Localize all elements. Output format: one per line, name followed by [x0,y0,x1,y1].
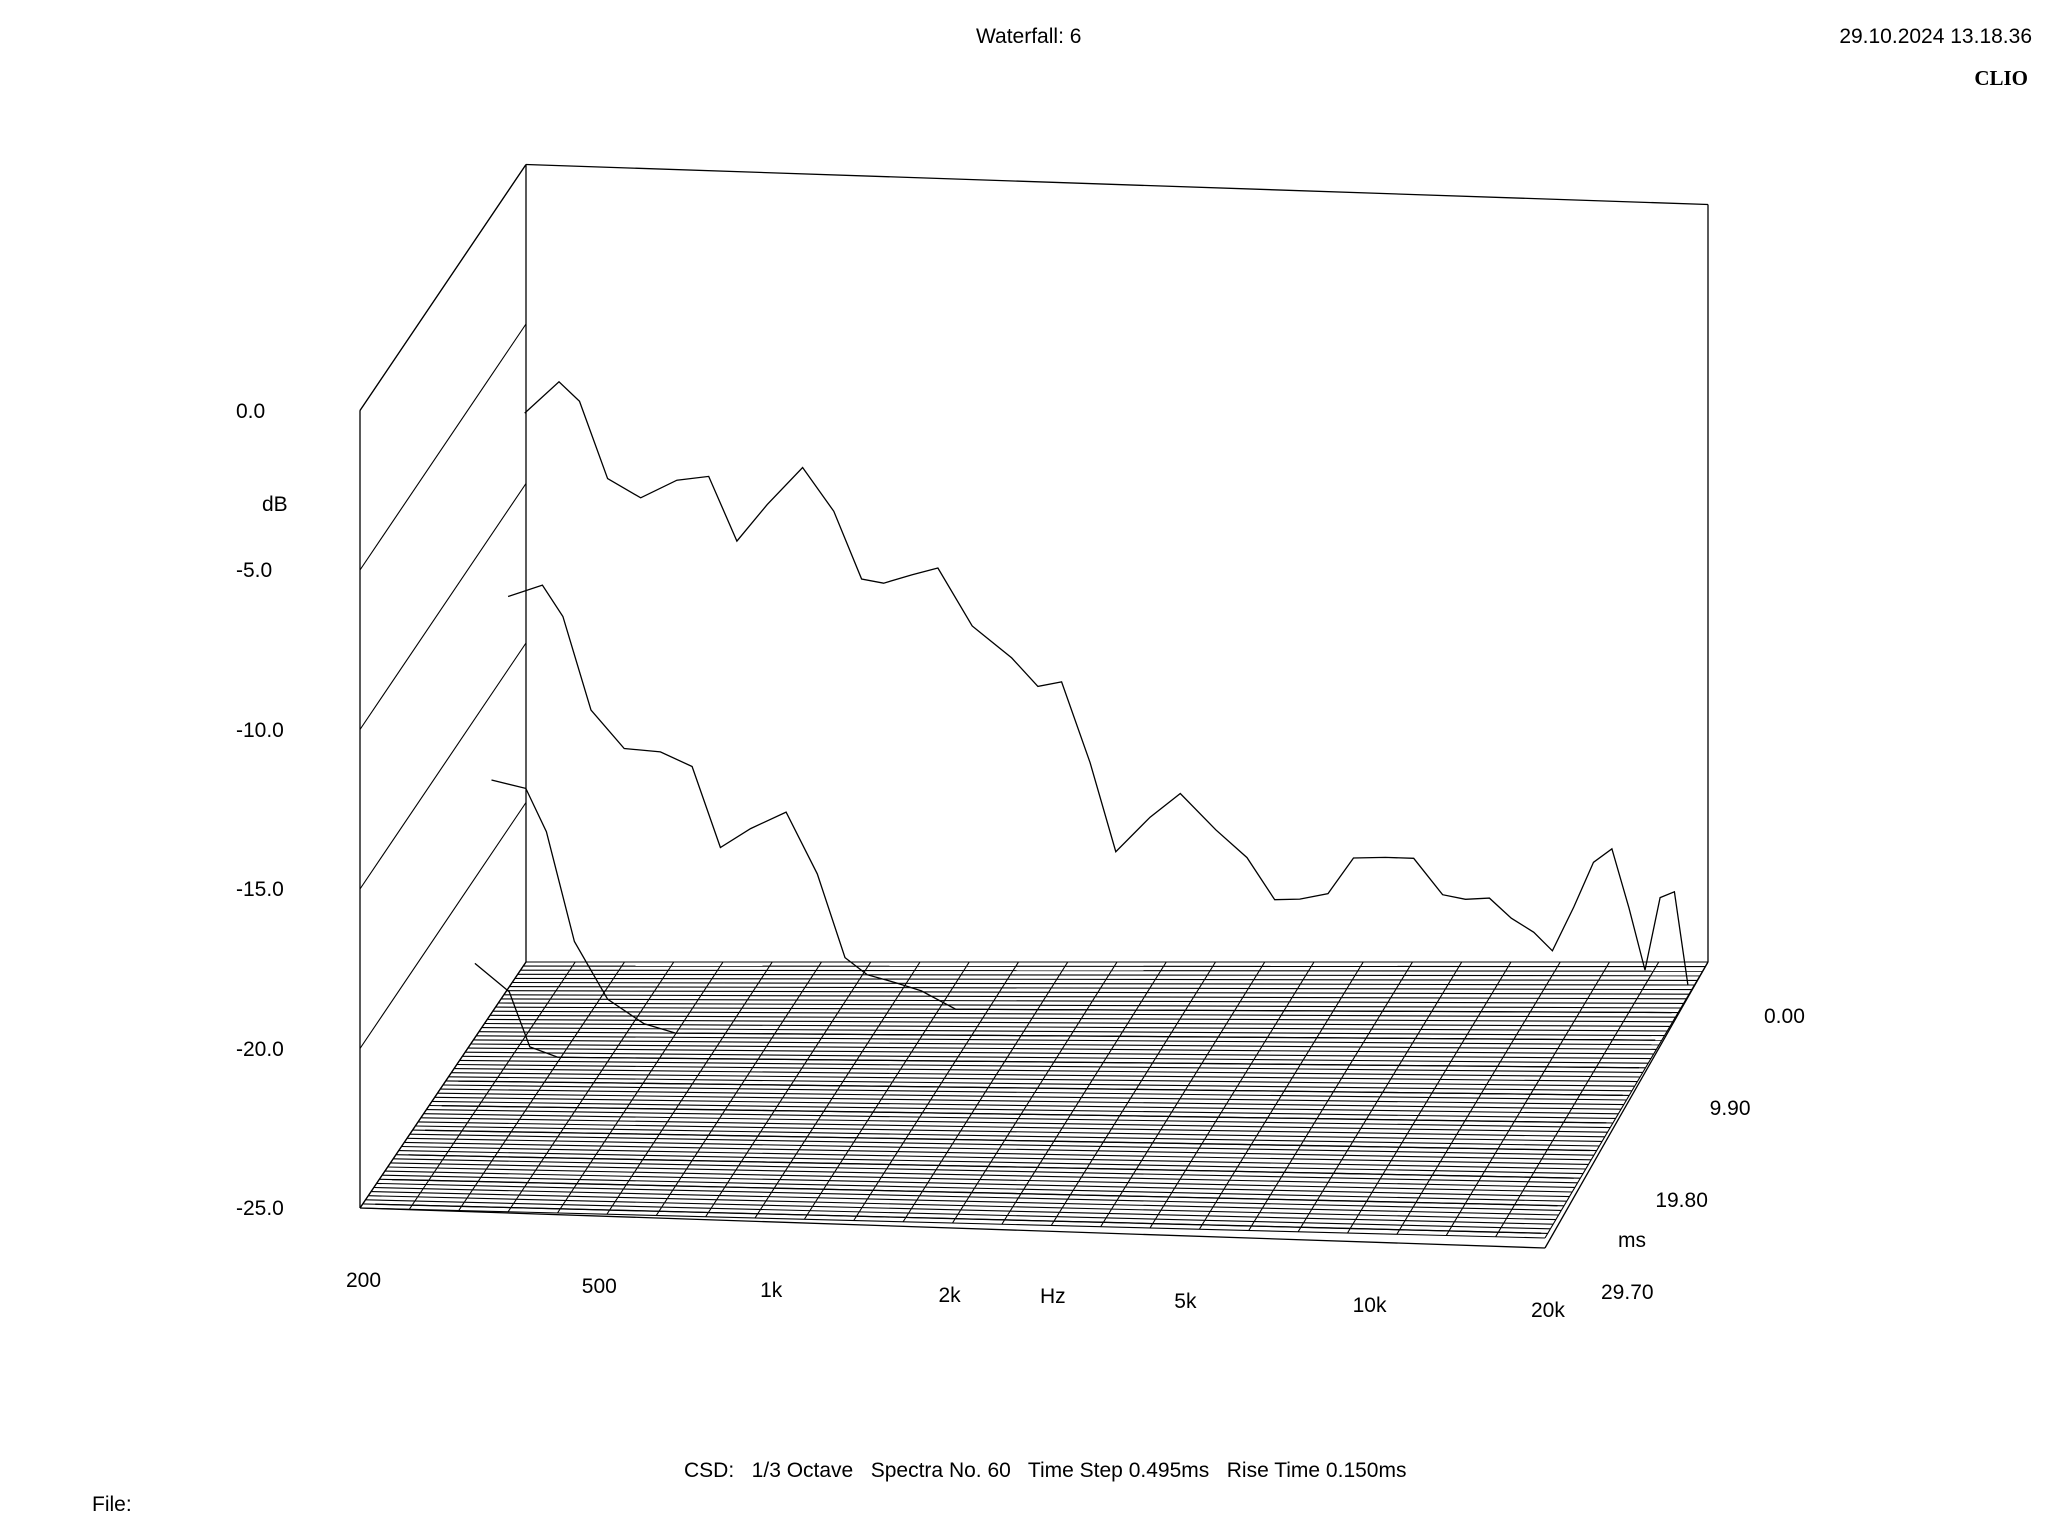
floor-time-line [423,1113,1608,1133]
y-tick-label: -20.0 [236,1037,284,1061]
floor-time-line [456,1063,1641,1078]
y-gridline [359,483,527,730]
floor-time-line [371,1191,1556,1221]
floor-time-line [401,1145,1586,1170]
floor-time-line [512,981,1695,986]
y-gridline [359,802,527,1049]
floor-time-line [520,969,1703,972]
spectrum-slice [491,779,1656,1041]
floor-time-line [490,1014,1673,1023]
floor-time-line [390,1162,1575,1188]
spectrum-slice [441,1105,1607,1124]
floor-time-line [509,986,1692,991]
floor-time-line [454,1068,1638,1083]
floor-time-line [407,1137,1592,1161]
chart-title: Waterfall: 6 [976,25,1082,48]
z-tick-label: 29.70 [1601,1281,1654,1304]
x-tick-label: 500 [581,1274,617,1298]
floor-time-line [523,965,1706,968]
floor-time-line [384,1170,1570,1198]
floor-time-line [437,1092,1622,1110]
y-tick-label: -10.0 [236,718,284,742]
file-label: File: [92,1493,132,1516]
y-tick-label: -15.0 [236,878,284,901]
z-axis-title: ms [1618,1229,1646,1252]
y-tick-label: -5.0 [236,559,273,582]
x-tick-label: 5k [1174,1289,1197,1313]
x-tick-label: 1k [760,1279,783,1303]
floor-time-line [431,1100,1616,1119]
floor-time-line [365,1199,1551,1230]
floor-time-line [382,1174,1567,1202]
spectrum-slice [391,1178,1558,1207]
spectra-slices [375,380,1689,1234]
floor-time-line [476,1035,1660,1046]
floor-time-line [415,1125,1600,1147]
floor-time-line [470,1043,1654,1055]
floor-time-line [359,1207,1546,1239]
floor-time-line [517,973,1700,977]
spectrum-slice [507,584,1672,1014]
floor-time-line [481,1027,1665,1037]
x-tick-label: 2k [938,1284,961,1307]
x-tick-label: 200 [346,1269,382,1292]
z-tick-label: 19.80 [1655,1189,1708,1212]
floor-time-line [418,1121,1603,1142]
floor-time-line [503,994,1687,1000]
y-tick-label: -25.0 [236,1197,284,1220]
spectrum-slice [408,1154,1574,1179]
floor-time-line [440,1088,1624,1106]
floor-time-line [506,990,1689,995]
floor-right-edge [1544,961,1709,1249]
x-axis-title: Hz [1040,1285,1066,1308]
floor-time-line [376,1182,1562,1211]
floor-time-line [459,1059,1643,1073]
z-tick-label: 0.00 [1764,1005,1805,1028]
floor-time-line [492,1010,1676,1018]
spectrum-slice [458,1080,1623,1096]
spectrum-slice [524,380,1689,986]
top-back-edge [525,163,1709,206]
x-tick-label: 20k [1531,1299,1565,1322]
y-tick-label: 0.0 [236,399,266,423]
floor-time-line [473,1039,1657,1050]
floor-time-line [451,1072,1635,1087]
y-gridline [359,164,527,411]
z-tick-label: 9.90 [1709,1097,1751,1120]
floor-time-line [398,1150,1584,1175]
y-axis-title: dB [262,493,288,516]
floor-time-line [373,1186,1559,1216]
floor-time-line [484,1022,1668,1032]
floor-time-line [487,1018,1670,1027]
floor-time-line [467,1047,1651,1060]
floor-time-line [498,1002,1681,1009]
y-gridline [359,323,527,571]
spectrum-slice [425,1129,1591,1152]
y-gridline [359,642,527,890]
floor-time-line [448,1076,1632,1092]
plot-frame [359,163,1709,1249]
floor-time-line [434,1096,1619,1115]
spectrum-slice [375,1203,1542,1234]
clio-logo: CLIO [1974,66,2028,90]
spectrum-slice [474,962,1640,1069]
timestamp: 29.10.2024 13.18.36 [1839,25,2032,48]
floor-time-line [404,1141,1589,1165]
floor-time-line [442,1084,1627,1101]
floor-time-line [387,1166,1573,1193]
floor-time-line [465,1051,1649,1064]
floor-time-line [426,1109,1611,1129]
time-floor-grid [359,961,1709,1239]
floor-time-line [368,1195,1554,1225]
floor-time-line [409,1133,1594,1156]
floor-time-line [501,998,1684,1004]
floor-front-edge [359,1207,1546,1249]
measurement-settings: CSD: 1/3 Octave Spectra No. 60 Time Step… [684,1459,1407,1482]
floor-time-line [420,1117,1605,1138]
floor-time-line [514,977,1698,981]
x-tick-label: 10k [1352,1294,1387,1318]
floor-time-line [393,1158,1578,1184]
